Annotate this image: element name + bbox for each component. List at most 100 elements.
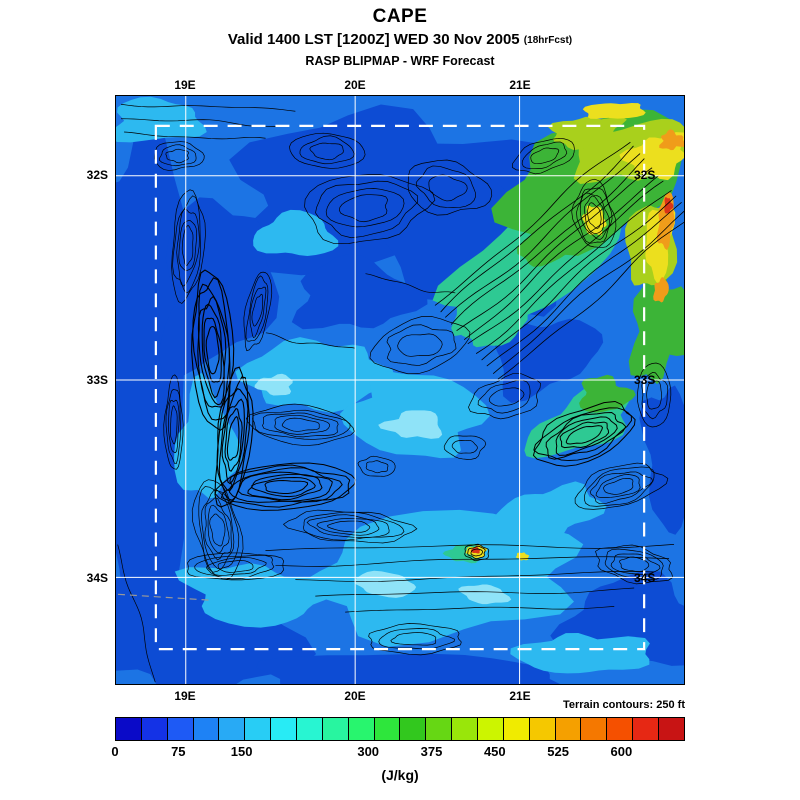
latitude-labels-left: 32S 33S 34S	[66, 95, 110, 685]
model-domain-dashed-box	[154, 124, 646, 651]
longitude-tick: 19E	[174, 689, 196, 703]
colorbar-segment	[452, 718, 479, 740]
cape-fill-region	[301, 509, 584, 647]
cape-fill-region	[291, 254, 428, 330]
terrain-contour-ridge	[467, 180, 664, 345]
cape-fill-region	[510, 632, 650, 674]
terrain-contour-ridge	[434, 141, 631, 306]
terrain-contour-cluster	[245, 403, 355, 447]
terrain-contour-ridge	[463, 175, 659, 340]
cape-fill-region	[628, 257, 684, 385]
terrain-contour-cluster	[637, 362, 672, 428]
colorbar-segment	[374, 718, 401, 740]
terrain-contour-cluster	[357, 455, 396, 477]
terrain-contour-cluster	[407, 159, 493, 216]
cape-fill-region	[174, 372, 242, 499]
terrain-contour-cluster	[574, 462, 669, 510]
terrain-contour-cluster	[511, 138, 575, 175]
terrain-contour-ridge	[275, 556, 670, 567]
cape-fill-region	[579, 374, 636, 413]
colorbar-segment	[503, 718, 530, 740]
terrain-contour-cluster	[214, 462, 357, 511]
terrain-contour-ridge	[450, 158, 645, 325]
colorbar-segment	[116, 718, 142, 740]
colorbar-tick: 300	[357, 744, 380, 759]
terrain-contour-ridge	[315, 587, 635, 597]
terrain-contour-cluster	[243, 271, 273, 352]
cape-fill-region	[378, 410, 443, 439]
terrain-contour-ridge	[440, 145, 634, 313]
cape-fill-region	[488, 481, 607, 544]
cape-fill-region	[582, 102, 646, 119]
colorbar-segment	[271, 718, 298, 740]
cape-fill-region	[659, 129, 684, 151]
valid-time-line: Valid 1400 LST [1200Z] WED 30 Nov 2005 (…	[0, 31, 800, 48]
model-name-line: RASP BLIPMAP - WRF Forecast	[305, 54, 495, 68]
longitude-tick: 20E	[344, 689, 366, 703]
cape-fill-region	[116, 96, 207, 143]
colorbar-segment	[478, 718, 504, 740]
colorbar-segment	[167, 718, 194, 740]
colorbar-tick: 600	[610, 744, 633, 759]
longitude-tick: 21E	[509, 689, 531, 703]
colorbar-tick-labels: 0 75 150 300 375 450 525 600	[111, 744, 685, 762]
terrain-contour-cluster	[532, 400, 636, 467]
longitude-tick: 20E	[344, 78, 366, 92]
terrain-contour-cluster	[163, 374, 184, 470]
graticule-lines	[116, 96, 684, 684]
cape-fill-region	[639, 385, 684, 535]
terrain-contour-note: Terrain contours: 250 ft	[562, 699, 685, 711]
terrain-contour-ridge	[124, 131, 266, 140]
forecast-hour-note: (18hrFcst)	[523, 35, 573, 46]
colorbar-segment	[141, 718, 168, 740]
colorbar-segment	[581, 718, 608, 740]
longitude-labels-top: 19E 20E 21E	[115, 78, 685, 92]
terrain-contour-cluster	[369, 316, 471, 375]
colorbar-segment	[193, 718, 220, 740]
colorbar-unit-label: (J/kg)	[381, 767, 419, 783]
cape-fill-region	[254, 373, 293, 396]
terrain-contour-ridge	[265, 544, 675, 552]
terrain-contour-ridge	[117, 544, 156, 683]
colorbar-tick: 150	[230, 744, 253, 759]
colorbar-tick: 375	[420, 744, 443, 759]
page-title: CAPE	[372, 6, 428, 27]
latitude-tick: 32S	[86, 168, 108, 182]
colorbar-tick: 0	[111, 744, 119, 759]
terrain-contour-ridge	[456, 167, 653, 332]
cape-fill-region	[174, 563, 341, 628]
colorbar-segment	[219, 718, 246, 740]
colorbar-tick: 525	[547, 744, 569, 759]
colorbar-tick: 450	[483, 744, 506, 759]
longitude-tick: 19E	[174, 78, 196, 92]
longitude-tick: 21E	[509, 78, 531, 92]
colorbar-tick: 75	[171, 744, 186, 759]
terrain-contour-ridge	[492, 210, 684, 374]
terrain-contour-cluster	[187, 552, 285, 581]
cape-fill-region	[664, 197, 674, 214]
colorbar-segment	[633, 718, 660, 740]
terrain-contour-cluster	[171, 189, 206, 304]
cape-fill-region	[458, 584, 512, 605]
terrain-contour-cluster	[214, 366, 254, 508]
colorbar-segment	[297, 718, 323, 740]
colorbar-segment	[245, 718, 272, 740]
colorbar-segment	[529, 718, 556, 740]
terrain-contour-ridge	[120, 103, 296, 112]
colorbar-segment	[400, 718, 427, 740]
cape-fill-region	[157, 197, 280, 379]
terrain-contour-cluster	[289, 132, 366, 169]
latitude-tick: 34S	[86, 571, 108, 585]
terrain-contour-ridge	[365, 273, 456, 294]
colorbar-segment	[348, 718, 375, 740]
terrain-contour-ridge	[265, 332, 356, 349]
cape-fill-region	[516, 194, 602, 267]
map-grid-overlay	[116, 96, 684, 684]
secondary-dashed-gridline	[117, 593, 212, 601]
terrain-contour-ridge	[475, 190, 672, 354]
colorbar-segment	[659, 718, 684, 740]
latitude-tick: 33S	[86, 373, 108, 387]
cape-fill-region	[256, 653, 560, 684]
colorbar-segment	[426, 718, 453, 740]
colorbar-segment	[555, 718, 582, 740]
